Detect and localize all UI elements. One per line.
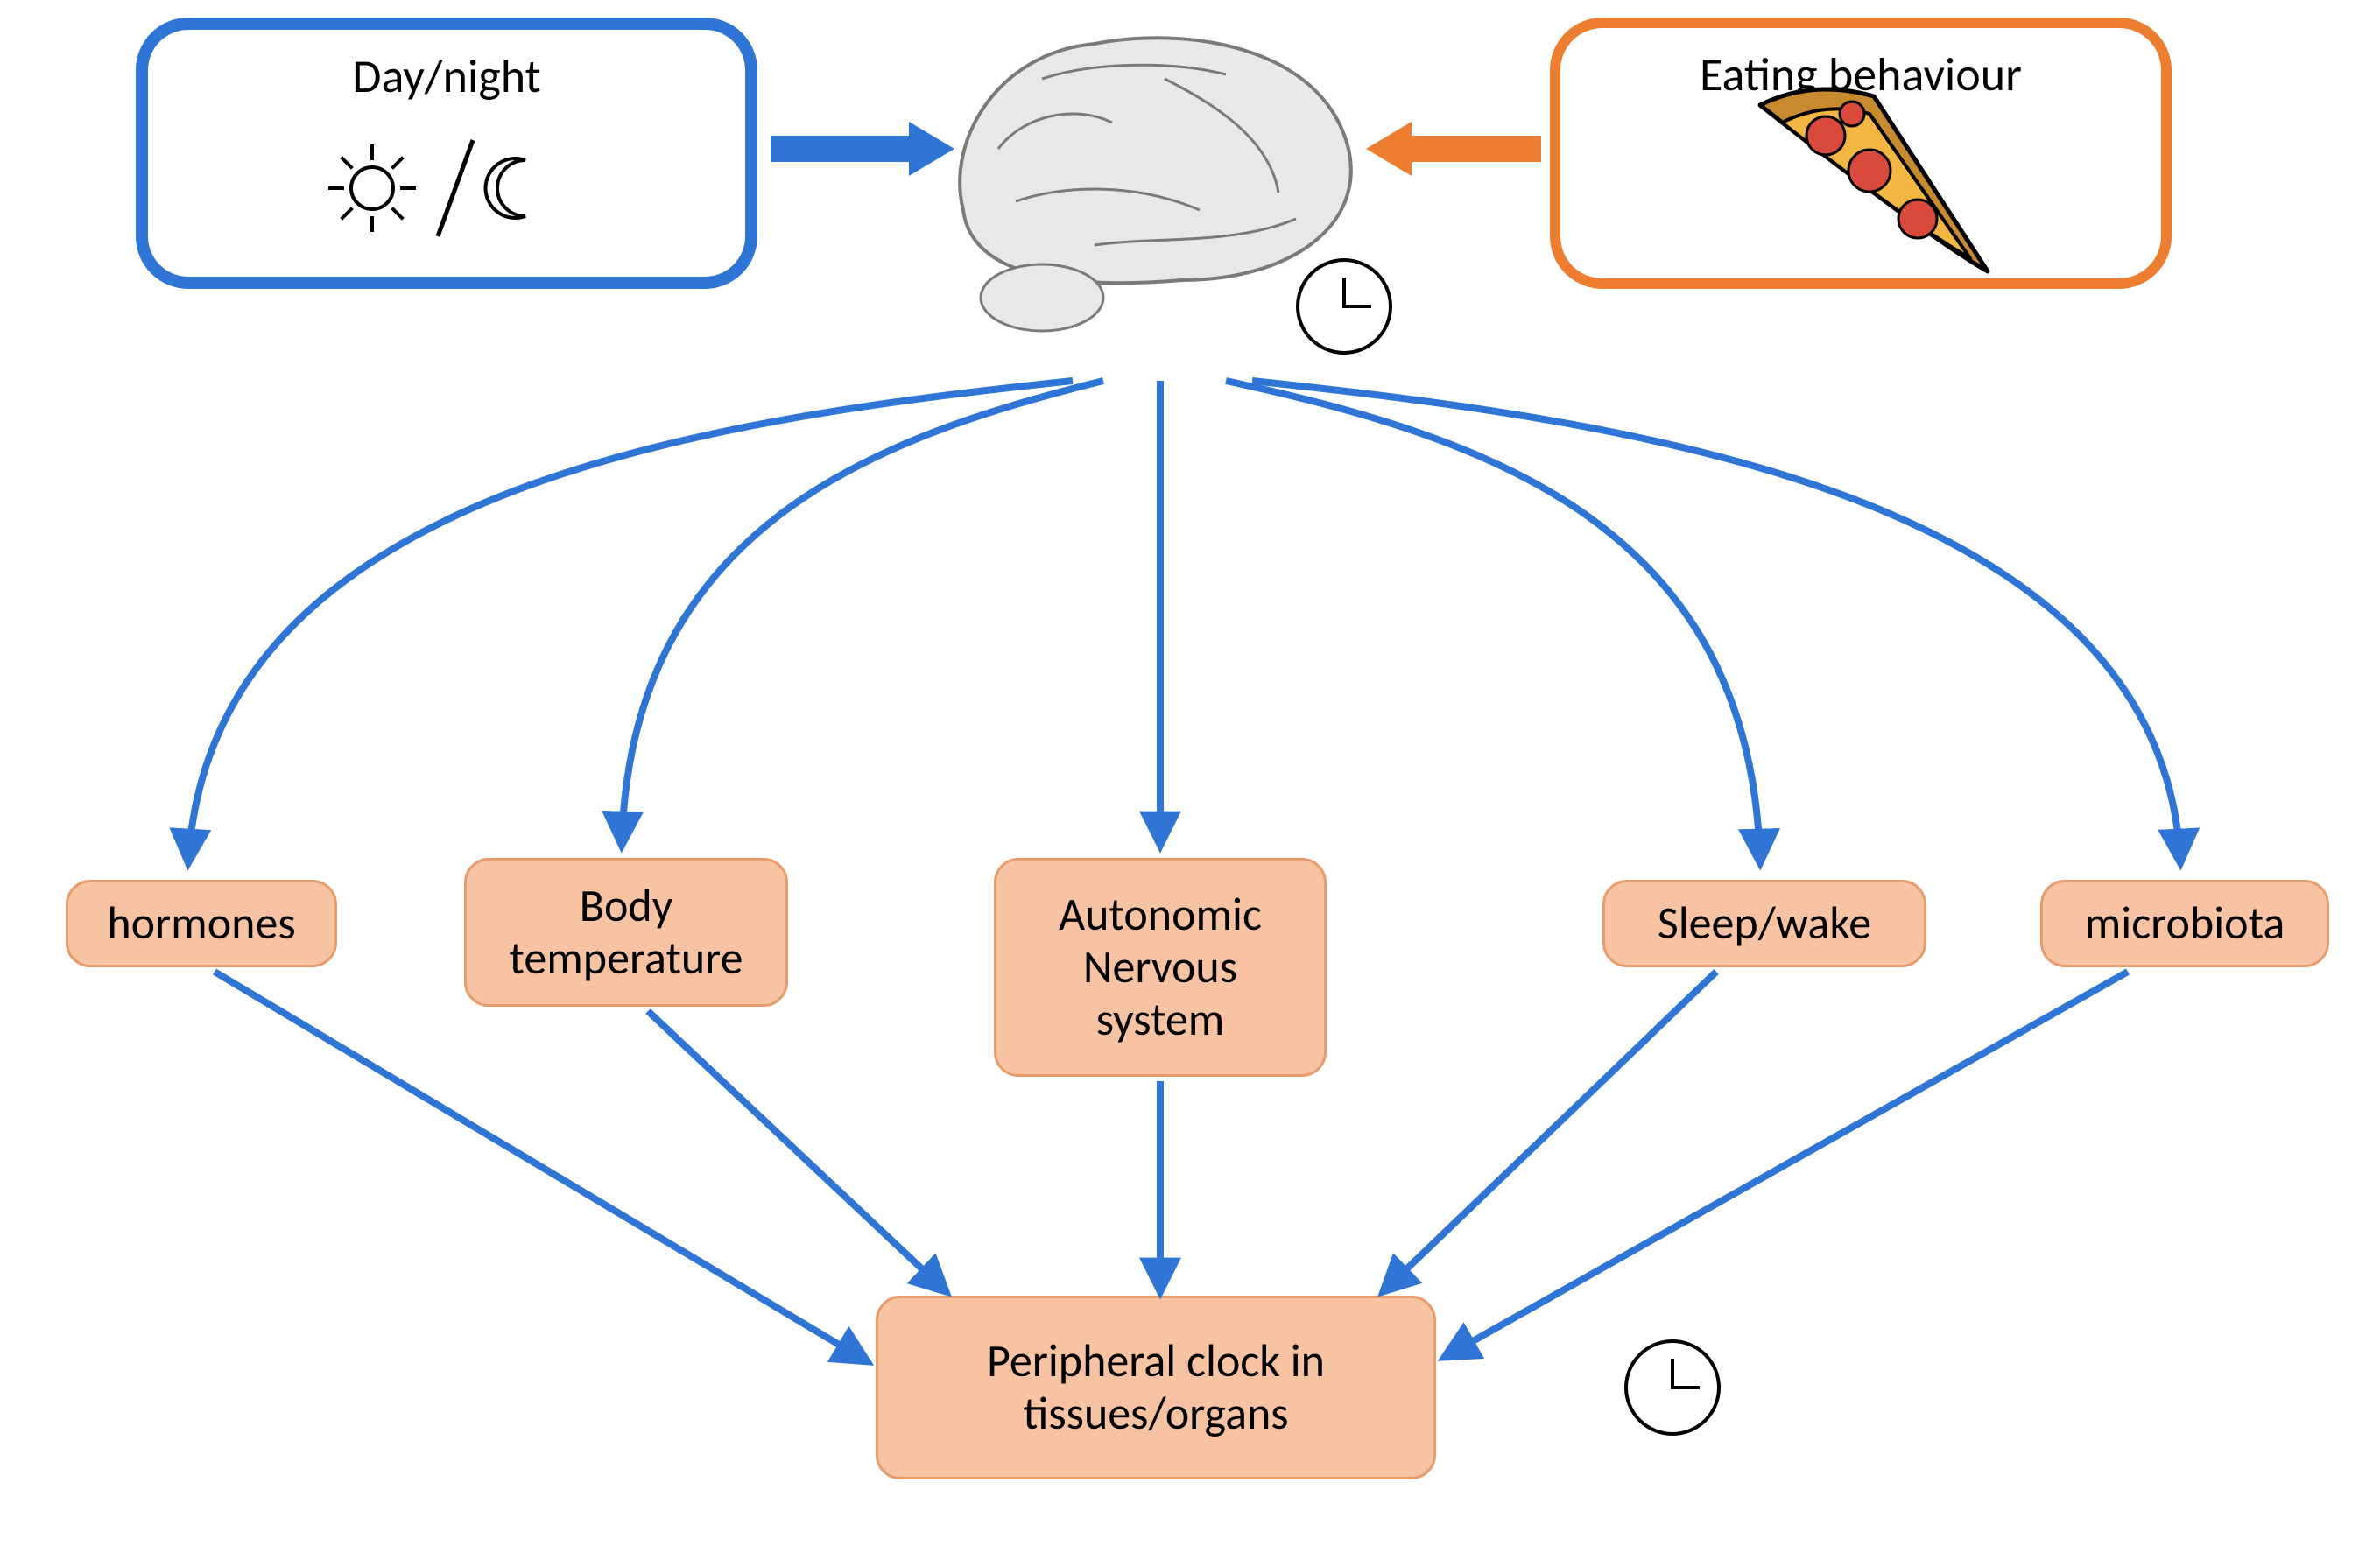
node-autonomic-nervous-system: AutonomicNervoussystem <box>994 858 1327 1077</box>
node-peripheral-label: Peripheral clock intissues/organs <box>987 1335 1325 1440</box>
node-hormones: hormones <box>66 880 337 967</box>
node-microbiota-label: microbiota <box>2085 897 2285 950</box>
clock-icon <box>1296 258 1392 355</box>
node-ans-label: AutonomicNervoussystem <box>1059 889 1262 1045</box>
node-body-temperature: Bodytemperature <box>464 858 788 1007</box>
node-peripheral-clock: Peripheral clock intissues/organs <box>876 1296 1436 1479</box>
node-sleep-wake-label: Sleep/wake <box>1658 897 1871 950</box>
node-microbiota: microbiota <box>2040 880 2329 967</box>
clock-icon <box>1624 1339 1721 1436</box>
node-hormones-label: hormones <box>107 897 295 950</box>
eating-behaviour-label: Eating behaviour <box>1700 46 2022 103</box>
eating-behaviour-box: Eating behaviour <box>1550 18 2172 289</box>
cns-label: CNS <box>1077 92 1202 184</box>
diagram-canvas: Day/night Eating behaviour CNS hormones … <box>0 0 2380 1553</box>
brain-icon <box>960 38 1351 331</box>
node-body-temperature-label: Bodytemperature <box>509 880 743 985</box>
node-sleep-wake: Sleep/wake <box>1602 880 1926 967</box>
day-night-box: Day/night <box>136 18 757 289</box>
day-night-label: Day/night <box>352 47 541 105</box>
